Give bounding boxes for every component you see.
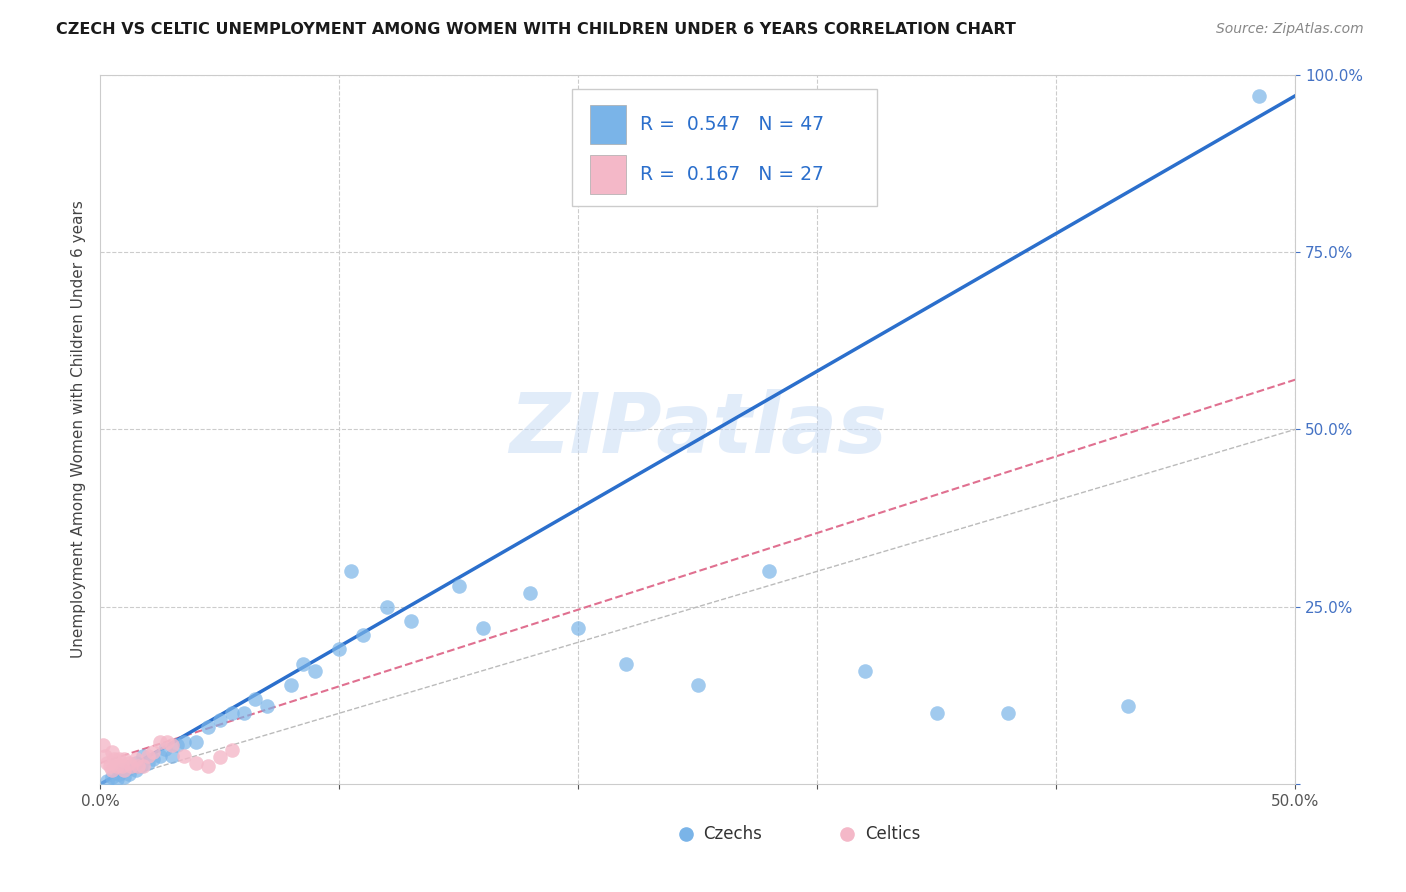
Point [280, 678, 302, 692]
Point [328, 642, 350, 657]
Point [105, 772, 128, 786]
Point [292, 657, 315, 671]
Text: Celtics: Celtics [865, 825, 921, 843]
Point [112, 752, 135, 766]
Text: Czechs: Czechs [703, 825, 762, 843]
Point [925, 706, 948, 721]
Point [120, 759, 142, 773]
Point [160, 748, 183, 763]
Point [614, 657, 637, 671]
Point [103, 752, 125, 766]
Point [125, 763, 148, 777]
Point [758, 564, 780, 578]
Point [101, 770, 124, 784]
Point [125, 756, 148, 770]
Point [997, 706, 1019, 721]
Point [118, 756, 141, 770]
Point [153, 741, 176, 756]
Point [256, 699, 278, 714]
Point [96, 773, 118, 788]
Point [245, 692, 267, 706]
Point [149, 734, 172, 748]
FancyBboxPatch shape [591, 105, 626, 145]
Point [136, 748, 159, 763]
Point [125, 752, 148, 766]
Point [142, 752, 165, 766]
Point [184, 734, 207, 748]
Point [1249, 88, 1271, 103]
Point [184, 756, 207, 770]
Point [173, 734, 195, 748]
Point [132, 748, 155, 763]
Text: CZECH VS CELTIC UNEMPLOYMENT AMONG WOMEN WITH CHILDREN UNDER 6 YEARS CORRELATION: CZECH VS CELTIC UNEMPLOYMENT AMONG WOMEN… [56, 22, 1017, 37]
Point [352, 628, 374, 642]
Point [91, 738, 114, 752]
Point [108, 766, 131, 780]
Point [156, 734, 179, 748]
Point [160, 738, 183, 752]
Point [112, 763, 135, 777]
Point [112, 770, 135, 784]
Point [447, 578, 470, 592]
Point [166, 738, 188, 752]
Point [197, 759, 219, 773]
Point [1260, 827, 1282, 841]
Point [197, 721, 219, 735]
Point [232, 706, 254, 721]
Text: Source: ZipAtlas.com: Source: ZipAtlas.com [1216, 22, 1364, 37]
Point [149, 748, 172, 763]
Point [94, 748, 117, 763]
Point [132, 759, 155, 773]
Text: R =  0.167   N = 27: R = 0.167 N = 27 [640, 165, 824, 184]
Point [101, 745, 124, 759]
Point [129, 759, 152, 773]
Point [101, 763, 124, 777]
FancyBboxPatch shape [572, 88, 877, 206]
FancyBboxPatch shape [591, 154, 626, 194]
Text: R =  0.547   N = 47: R = 0.547 N = 47 [640, 115, 824, 134]
Point [567, 621, 589, 635]
Point [118, 766, 141, 780]
Point [136, 756, 159, 770]
Point [112, 763, 135, 777]
Point [340, 564, 363, 578]
Point [120, 759, 142, 773]
Point [471, 621, 494, 635]
Point [111, 763, 134, 777]
Point [105, 759, 128, 773]
Point [304, 664, 326, 678]
Point [98, 759, 121, 773]
Point [221, 743, 243, 757]
Y-axis label: Unemployment Among Women with Children Under 6 years: Unemployment Among Women with Children U… [72, 201, 86, 658]
Point [208, 714, 231, 728]
Text: ZIPatlas: ZIPatlas [509, 389, 887, 470]
Point [399, 614, 422, 628]
Point [142, 745, 165, 759]
Point [173, 748, 195, 763]
Point [111, 759, 134, 773]
Point [519, 585, 541, 599]
Point [375, 599, 398, 614]
Point [1116, 699, 1139, 714]
Point [96, 756, 118, 770]
Point [221, 706, 243, 721]
Point [108, 752, 131, 766]
Point [127, 759, 149, 773]
Point [208, 750, 231, 764]
Point [686, 678, 709, 692]
Point [853, 664, 876, 678]
